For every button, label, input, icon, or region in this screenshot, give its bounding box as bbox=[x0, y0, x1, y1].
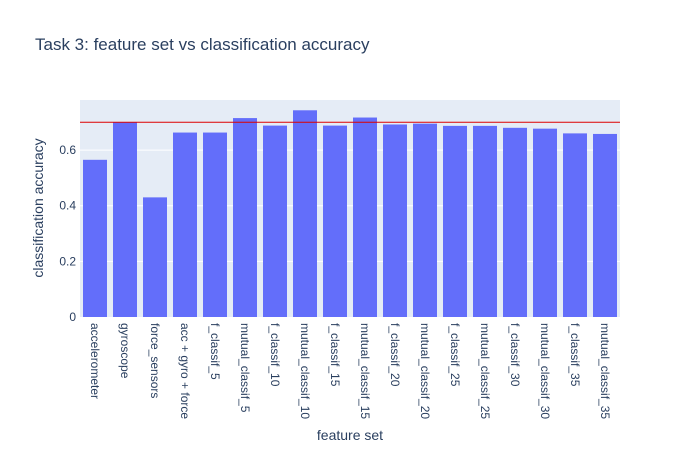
x-axis-title: feature set bbox=[317, 427, 383, 443]
gridlines bbox=[80, 149, 620, 262]
x-tick-label: mutual_classif_5 bbox=[238, 323, 252, 413]
bar bbox=[143, 197, 167, 317]
bars bbox=[83, 110, 617, 318]
x-tick-label: accelerometer bbox=[88, 323, 102, 399]
bar bbox=[593, 133, 617, 317]
bar bbox=[203, 132, 227, 317]
bar bbox=[113, 122, 137, 317]
bar bbox=[293, 110, 317, 318]
x-tick-label: f_classif_5 bbox=[208, 323, 222, 380]
x-tick-label: f_classif_30 bbox=[508, 323, 522, 387]
y-tick-label: 0.6 bbox=[59, 143, 76, 157]
bar bbox=[383, 124, 407, 317]
x-tick-label: mutual_classif_15 bbox=[358, 323, 372, 419]
bar bbox=[473, 125, 497, 317]
x-tick-label: acc + gyro + force bbox=[178, 323, 192, 419]
bar bbox=[173, 132, 197, 317]
bar bbox=[353, 117, 377, 318]
x-tick-label: f_classif_20 bbox=[388, 323, 402, 387]
x-tick-label: f_classif_35 bbox=[568, 323, 582, 387]
bar bbox=[503, 127, 527, 317]
y-axis-title: classification accuracy bbox=[30, 138, 46, 277]
bar bbox=[533, 128, 557, 317]
bar bbox=[233, 118, 257, 317]
x-tick-label: mutual_classif_30 bbox=[538, 323, 552, 419]
bar bbox=[413, 123, 437, 318]
x-tick-label: f_classif_10 bbox=[268, 323, 282, 387]
x-tick-label: gyroscope bbox=[118, 323, 132, 379]
x-tick-label: f_classif_15 bbox=[328, 323, 342, 387]
bar bbox=[443, 125, 467, 317]
y-tick-label: 0.4 bbox=[59, 199, 76, 213]
plot-area bbox=[80, 100, 620, 317]
y-tick-label: 0.2 bbox=[59, 254, 76, 268]
bar bbox=[323, 125, 347, 317]
x-tick-label: mutual_classif_25 bbox=[478, 323, 492, 419]
bar bbox=[263, 125, 287, 317]
y-tick-label: 0 bbox=[69, 310, 76, 324]
y-axis-ticks: 0 0.2 0.4 0.6 bbox=[59, 143, 76, 324]
x-tick-label: mutual_classif_20 bbox=[418, 323, 432, 419]
x-tick-label: mutual_classif_35 bbox=[598, 323, 612, 419]
x-tick-label: force_sensors bbox=[148, 323, 162, 398]
bar bbox=[563, 133, 587, 317]
bar bbox=[83, 159, 107, 317]
x-tick-label: f_classif_25 bbox=[448, 323, 462, 387]
chart-title: Task 3: feature set vs classification ac… bbox=[35, 35, 370, 54]
x-tick-label: mutual_classif_10 bbox=[298, 323, 312, 419]
x-axis-ticks: accelerometer gyroscope force_sensors acc +… bbox=[88, 323, 612, 419]
